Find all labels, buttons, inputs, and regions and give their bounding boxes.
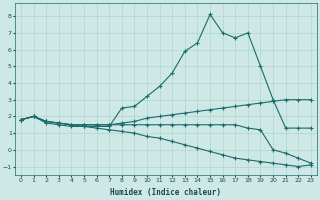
X-axis label: Humidex (Indice chaleur): Humidex (Indice chaleur) xyxy=(110,188,221,197)
